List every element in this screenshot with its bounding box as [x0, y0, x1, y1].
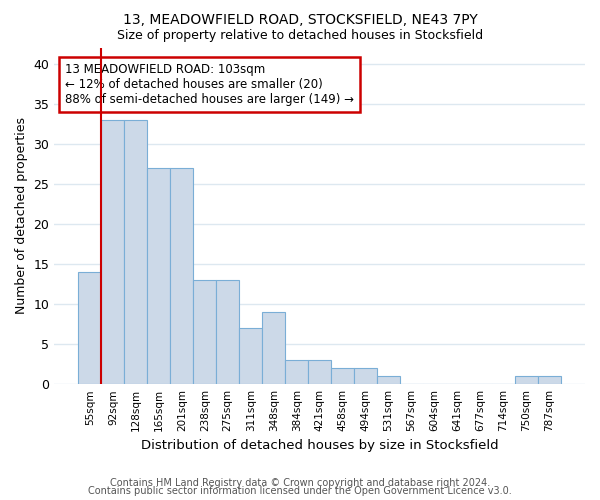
- Bar: [285, 360, 308, 384]
- X-axis label: Distribution of detached houses by size in Stocksfield: Distribution of detached houses by size …: [141, 440, 499, 452]
- Bar: [101, 120, 124, 384]
- Bar: [515, 376, 538, 384]
- Text: Contains HM Land Registry data © Crown copyright and database right 2024.: Contains HM Land Registry data © Crown c…: [110, 478, 490, 488]
- Bar: [170, 168, 193, 384]
- Text: 13 MEADOWFIELD ROAD: 103sqm
← 12% of detached houses are smaller (20)
88% of sem: 13 MEADOWFIELD ROAD: 103sqm ← 12% of det…: [65, 62, 354, 106]
- Y-axis label: Number of detached properties: Number of detached properties: [15, 118, 28, 314]
- Bar: [239, 328, 262, 384]
- Bar: [79, 272, 101, 384]
- Bar: [193, 280, 216, 384]
- Text: 13, MEADOWFIELD ROAD, STOCKSFIELD, NE43 7PY: 13, MEADOWFIELD ROAD, STOCKSFIELD, NE43 …: [122, 12, 478, 26]
- Bar: [262, 312, 285, 384]
- Bar: [308, 360, 331, 384]
- Bar: [377, 376, 400, 384]
- Bar: [216, 280, 239, 384]
- Bar: [538, 376, 561, 384]
- Text: Size of property relative to detached houses in Stocksfield: Size of property relative to detached ho…: [117, 29, 483, 42]
- Bar: [354, 368, 377, 384]
- Bar: [148, 168, 170, 384]
- Bar: [331, 368, 354, 384]
- Bar: [124, 120, 148, 384]
- Text: Contains public sector information licensed under the Open Government Licence v3: Contains public sector information licen…: [88, 486, 512, 496]
